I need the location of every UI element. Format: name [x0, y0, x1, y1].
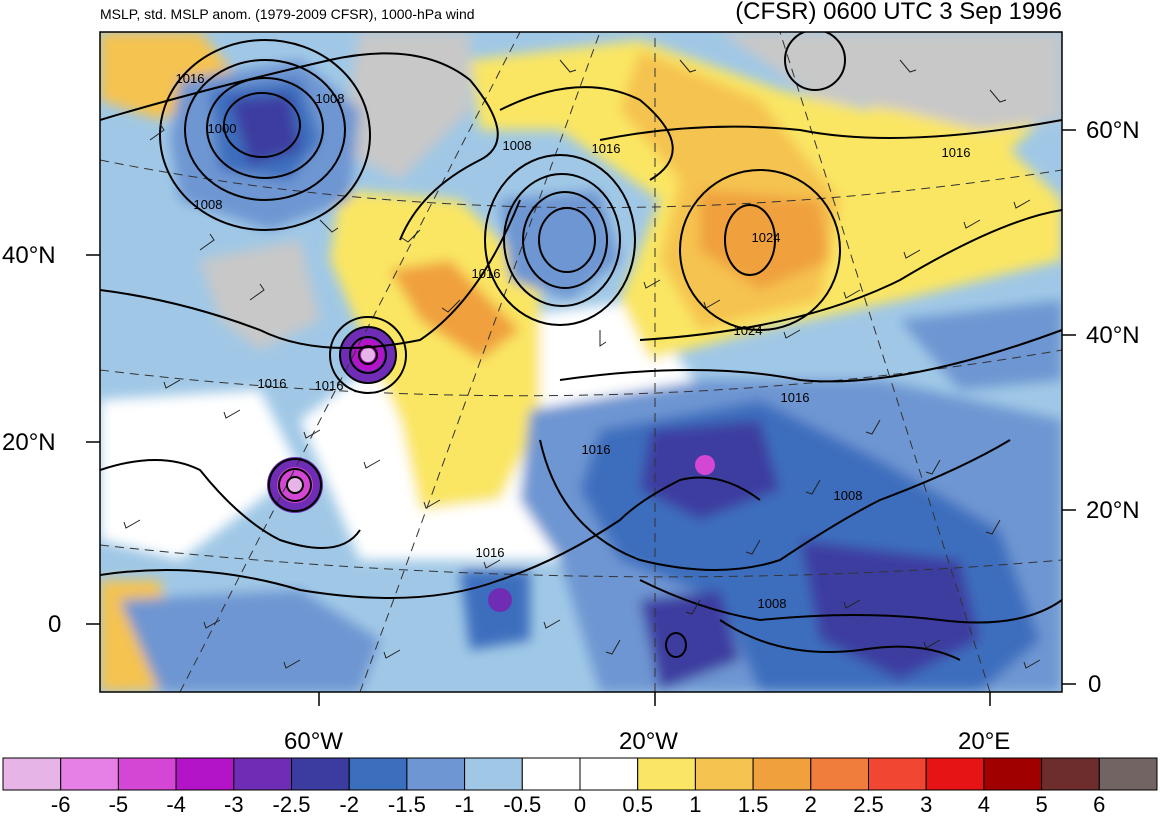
isobar-label: 1008 — [194, 197, 223, 212]
colorbar-swatch — [1041, 757, 1100, 791]
isobar-label: 1016 — [258, 376, 287, 391]
colorbar-tick-label: -1 — [454, 792, 475, 817]
isobar-label: 1000 — [208, 121, 237, 136]
map-frame — [99, 31, 1063, 693]
colorbar-tick-label: -4 — [166, 792, 186, 817]
lat-label-left: 40°N — [2, 242, 56, 269]
colorbar-tick-label: -2 — [339, 792, 359, 817]
colorbar-swatch — [291, 757, 350, 791]
lon-label: 20°E — [958, 728, 1011, 755]
colorbar-swatch — [1098, 757, 1158, 791]
colorbar-swatch — [2, 757, 62, 791]
isobar-label: 1016 — [781, 390, 810, 405]
colorbar-swatch — [348, 757, 408, 791]
isobar-label: 1016 — [942, 145, 971, 160]
colorbar-swatch — [60, 757, 119, 791]
colorbar-tick-label: -0.5 — [503, 792, 542, 817]
colorbar-tick-label: 5 — [1035, 792, 1048, 817]
colorbar-swatch — [752, 757, 812, 791]
lat-label-left: 20°N — [2, 429, 56, 456]
colorbar-swatch — [521, 757, 581, 791]
colorbar-swatch — [464, 757, 523, 791]
lat-label-left: 0 — [48, 611, 62, 638]
colorbar — [2, 757, 1158, 791]
colorbar-swatch — [579, 757, 639, 791]
colorbar-tick-label: 2 — [804, 792, 817, 817]
colorbar-swatch — [810, 757, 869, 791]
colorbar-swatch — [925, 757, 985, 791]
colorbar-tick-label: 6 — [1093, 792, 1106, 817]
isobar-label: 1016 — [472, 266, 501, 281]
colorbar-swatch — [406, 757, 466, 791]
isobar-label: 1016 — [582, 442, 611, 457]
isobar-label: 1016 — [315, 378, 344, 393]
anomaly-field: 1016 1008 1000 1008 1008 1016 1016 1024 … — [100, 32, 1062, 692]
isobar-label: 1008 — [758, 596, 787, 611]
isobar-label: 1008 — [316, 91, 345, 106]
colorbar-swatch — [233, 757, 293, 791]
colorbar-swatch — [637, 757, 696, 791]
lat-label-right: 0 — [1088, 671, 1102, 698]
colorbar-tick-label: 1 — [689, 792, 702, 817]
map-title: MSLP, std. MSLP anom. (1979-2009 CFSR), … — [100, 6, 475, 22]
colorbar-tick-label: 0.5 — [622, 792, 653, 817]
lat-label-right: 60°N — [1086, 117, 1140, 144]
colorbar-tick-label: 4 — [977, 792, 991, 817]
colorbar-tick-label: -5 — [108, 792, 129, 817]
colorbar-swatch — [175, 757, 235, 791]
colorbar-swatch — [694, 757, 754, 791]
isobar-label: 1016 — [476, 545, 505, 560]
isobar-label: 1008 — [834, 488, 863, 503]
isobar-label: 1024 — [752, 230, 781, 245]
colorbar-swatch — [868, 757, 927, 791]
isobar-label: 1024 — [734, 323, 763, 338]
colorbar-tick-label: 3 — [920, 792, 933, 817]
colorbar-tick-label: 2.5 — [853, 792, 884, 817]
map-date-title: (CFSR) 0600 UTC 3 Sep 1996 — [735, 0, 1062, 25]
lat-label-right: 40°N — [1086, 322, 1140, 349]
colorbar-swatch — [983, 757, 1043, 791]
colorbar-tick-label: -1.5 — [387, 792, 426, 817]
lon-label: 60°W — [284, 728, 343, 755]
colorbar-tick-label: -2.5 — [272, 792, 311, 817]
isobar-label: 1008 — [503, 138, 532, 153]
lat-label-right: 20°N — [1086, 497, 1140, 524]
colorbar-tick-label: -6 — [50, 792, 71, 817]
isobar-label: 1016 — [592, 141, 621, 156]
colorbar-swatch — [117, 757, 177, 791]
colorbar-tick-label: 0 — [573, 792, 587, 817]
isobar-label: 1016 — [176, 71, 205, 86]
colorbar-tick-label: 1.5 — [737, 792, 769, 817]
colorbar-tick-label: -3 — [224, 792, 244, 817]
lon-label: 20°W — [619, 728, 678, 755]
